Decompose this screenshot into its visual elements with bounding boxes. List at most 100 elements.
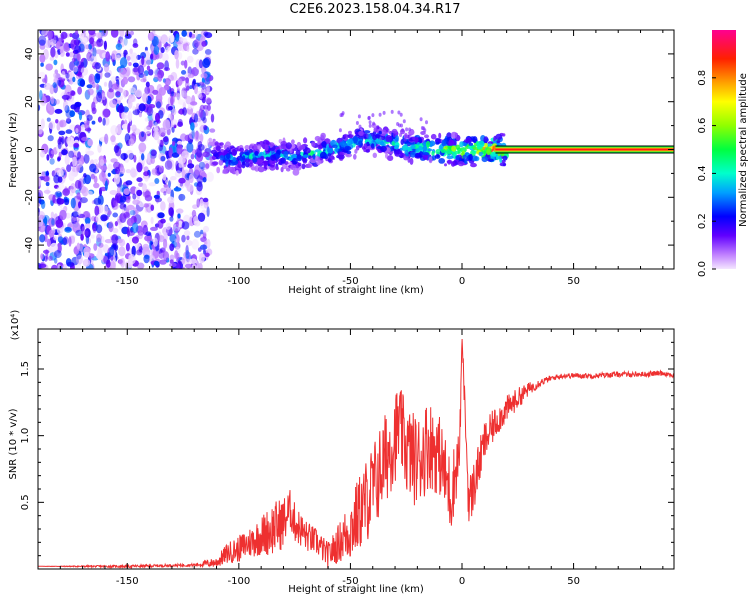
ridge-blob bbox=[344, 145, 352, 151]
noise-blob bbox=[135, 89, 143, 98]
noise-blob bbox=[58, 151, 62, 158]
noise-blob bbox=[177, 110, 183, 114]
noise-blob bbox=[43, 189, 51, 194]
noise-blob bbox=[191, 128, 195, 139]
noise-blob bbox=[61, 70, 66, 79]
noise-blob bbox=[48, 255, 53, 261]
noise-blob bbox=[40, 200, 46, 210]
noise-blob bbox=[160, 47, 165, 54]
noise-blob bbox=[198, 161, 206, 170]
ridge-blob bbox=[296, 154, 303, 162]
noise-blob bbox=[185, 95, 192, 105]
noise-blob bbox=[103, 63, 110, 73]
noise-blob bbox=[45, 63, 53, 71]
noise-blob bbox=[133, 154, 137, 163]
colorbar-tick-label: 0.8 bbox=[697, 70, 708, 86]
noise-blob bbox=[147, 152, 151, 163]
noise-blob bbox=[80, 66, 89, 76]
noise-blob bbox=[61, 149, 68, 156]
noise-blob bbox=[174, 238, 178, 247]
noise-blob bbox=[186, 85, 190, 91]
noise-blob bbox=[111, 234, 119, 245]
noise-blob bbox=[132, 67, 139, 73]
ridge-blob bbox=[212, 138, 216, 142]
noise-blob bbox=[44, 255, 48, 262]
noise-blob bbox=[97, 143, 102, 153]
spectrogram-y-ticks: -40 -20 0 20 40 bbox=[24, 29, 674, 270]
noise-blob bbox=[134, 210, 139, 215]
noise-blob bbox=[155, 101, 162, 109]
noise-blob bbox=[127, 111, 133, 122]
noise-blob bbox=[100, 165, 108, 171]
noise-blob bbox=[138, 246, 143, 253]
ridge-blob bbox=[450, 131, 458, 139]
ridge-blob bbox=[348, 130, 352, 135]
noise-blob bbox=[150, 149, 157, 157]
ridge-blob bbox=[471, 155, 478, 162]
noise-blob bbox=[168, 180, 171, 188]
noise-blob bbox=[73, 39, 80, 46]
colorbar: 0.0 0.2 0.4 0.6 0.8 Normalized spectral ampl… bbox=[697, 30, 749, 277]
ridge-blob bbox=[358, 140, 363, 146]
noise-blob bbox=[125, 242, 130, 252]
ridge-blob bbox=[363, 143, 368, 150]
noise-blob bbox=[193, 220, 201, 226]
noise-blob bbox=[175, 33, 180, 42]
noise-blob bbox=[87, 190, 93, 196]
noise-blob bbox=[110, 158, 118, 163]
noise-blob bbox=[38, 263, 47, 268]
carrier-band-core bbox=[495, 148, 674, 151]
noise-blob bbox=[202, 231, 207, 239]
noise-blob bbox=[56, 169, 64, 177]
ridge-blob bbox=[253, 143, 258, 150]
noise-blob bbox=[60, 31, 68, 39]
noise-blob bbox=[144, 86, 151, 95]
x-tick-label: -50 bbox=[342, 576, 358, 587]
noise-blob bbox=[94, 62, 101, 70]
noise-blob bbox=[85, 223, 91, 228]
noise-blob bbox=[126, 204, 135, 211]
figure-title: C2E6.2023.158.04.34.R17 bbox=[289, 2, 461, 17]
ridge-blob bbox=[317, 140, 321, 145]
ridge-blob bbox=[410, 144, 416, 149]
noise-blob bbox=[177, 99, 186, 105]
noise-blob bbox=[46, 238, 52, 247]
ridge-blob bbox=[347, 138, 354, 145]
noise-blob bbox=[95, 224, 103, 234]
noise-blob bbox=[46, 117, 51, 122]
ridge-blob bbox=[483, 136, 489, 143]
ridge-blob bbox=[254, 151, 259, 156]
noise-blob bbox=[121, 89, 127, 98]
ridge-halo bbox=[378, 112, 382, 117]
noise-blob bbox=[116, 123, 123, 135]
noise-blob bbox=[150, 53, 154, 60]
noise-blob bbox=[57, 196, 62, 207]
noise-blob bbox=[177, 213, 181, 219]
spectrogram-content bbox=[38, 30, 674, 269]
noise-blob bbox=[201, 40, 207, 47]
noise-blob bbox=[191, 209, 197, 218]
noise-blob bbox=[129, 210, 136, 216]
noise-blob bbox=[114, 54, 121, 61]
noise-blob bbox=[83, 153, 90, 164]
noise-blob bbox=[125, 67, 131, 77]
noise-blob bbox=[77, 86, 82, 95]
ridge-halo bbox=[368, 120, 372, 125]
noise-blob bbox=[90, 234, 95, 239]
ridge-halo bbox=[372, 121, 376, 126]
noise-blob bbox=[162, 231, 168, 243]
ridge-halo bbox=[420, 126, 424, 130]
noise-blob bbox=[59, 49, 65, 57]
noise-blob bbox=[191, 67, 199, 77]
noise-blob bbox=[74, 148, 78, 156]
noise-blob bbox=[107, 172, 111, 177]
ridge-blob bbox=[457, 150, 461, 154]
ridge-halo bbox=[401, 128, 405, 133]
noise-blob bbox=[164, 60, 170, 71]
ridge-blob bbox=[438, 158, 446, 164]
noise-blob bbox=[136, 262, 145, 269]
ridge-blob bbox=[248, 148, 253, 154]
noise-blob bbox=[196, 147, 203, 158]
noise-blob bbox=[53, 235, 58, 241]
noise-blob bbox=[62, 236, 69, 245]
